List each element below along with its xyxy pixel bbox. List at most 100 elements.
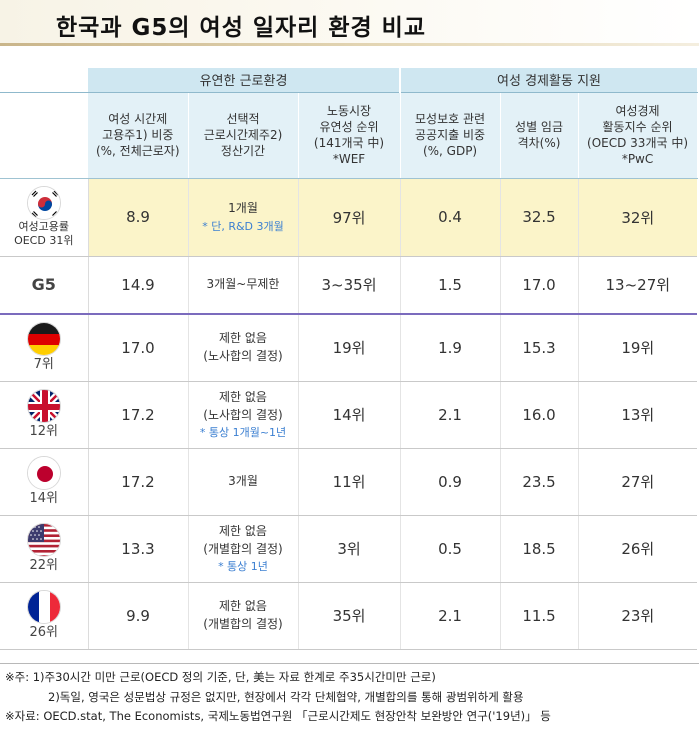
table-row-germany: 7위 17.0 제한 없음 (노사합의 결정) 19위 1.9 15.3 19위	[0, 314, 698, 382]
cell-main-text: 제한 없음	[219, 331, 267, 346]
header-line: 공공지출 비중	[415, 127, 486, 142]
footnote-source: ※자료: OECD.stat, The Economists, 국제노동법연구원…	[5, 709, 551, 724]
row-label-france: 26위	[0, 582, 89, 650]
cell-value: 1개월 * 단, R&D 3개월	[188, 178, 299, 257]
header-line: (%, GDP)	[422, 144, 478, 159]
country-rank: 22위	[29, 557, 58, 573]
row-label-germany: 7위	[0, 314, 89, 382]
cell-value: 23위	[578, 582, 698, 650]
cell-value: 14.9	[88, 256, 189, 315]
cell-value: 26위	[578, 515, 698, 583]
table-row-usa: 22위 13.3 제한 없음 (개별합의 결정) * 통상 1년 3위 0.5 …	[0, 515, 698, 583]
cell-note: * 단, R&D 3개월	[202, 219, 284, 233]
cell-value: 2.1	[400, 582, 501, 650]
cell-value: 3~35위	[298, 256, 401, 315]
cell-value: 13위	[578, 381, 698, 449]
header-line: (OECD 33개국 中)	[587, 136, 689, 150]
header-line: 활동지수 순위	[602, 119, 673, 134]
cell-value: 19위	[578, 314, 698, 382]
germany-flag-icon	[26, 322, 61, 357]
header-line: (141개국 中)	[313, 136, 385, 150]
cell-value: 14위	[298, 381, 401, 449]
cell-value: 16.0	[500, 381, 579, 449]
row-label-korea: 여성고용률 OECD 31위	[0, 178, 89, 257]
cell-value: 13~27위	[578, 256, 698, 315]
cell-value: 1.9	[400, 314, 501, 382]
column-header-flex-hours: 선택적 근로시간제주2) 정산기간	[188, 92, 299, 179]
country-rank: 26위	[29, 624, 58, 640]
corner-blank-2	[0, 92, 88, 179]
footnotes: ※주: 1)주30시간 미만 근로(OECD 정의 기준, 단, 美는 자료 한…	[0, 663, 699, 741]
cell-sub-text: (개별합의 결정)	[203, 616, 283, 631]
france-flag-icon	[26, 589, 61, 624]
row-label-g5: G5	[0, 256, 89, 315]
row-label-uk: 12위	[0, 381, 89, 449]
table-row-france: 26위 9.9 제한 없음 (개별합의 결정) 35위 2.1 11.5 23위	[0, 582, 698, 650]
column-header-part-time: 여성 시간제 고용주1) 비중 (%, 전체근로자)	[88, 92, 189, 179]
header-line: 격차(%)	[517, 136, 561, 150]
cell-value: 35위	[298, 582, 401, 650]
corner-blank	[0, 68, 88, 93]
table-row-uk: 12위 17.2 제한 없음 (노사합의 결정) * 통상 1개월~1년 14위…	[0, 381, 698, 449]
column-header-pay-gap: 성별 임금 격차(%)	[500, 92, 579, 179]
table-row-g5: G5 14.9 3개월~무제한 3~35위 1.5 17.0 13~27위	[0, 256, 698, 315]
korea-label: 여성고용률	[18, 220, 70, 234]
country-rank: 12위	[29, 423, 58, 439]
comparison-table: 유연한 근로환경 여성 경제활동 지원 여성 시간제 고용주1) 비중 (%, …	[0, 68, 698, 650]
cell-sub-text: (개별합의 결정)	[203, 541, 283, 556]
column-header-maternity-spending: 모성보호 관련 공공지출 비중 (%, GDP)	[400, 92, 501, 179]
title-bar: 한국과 G5의 여성 일자리 환경 비교	[0, 0, 699, 46]
cell-sub-text: (노사합의 결정)	[203, 407, 283, 422]
cell-value: 제한 없음 (노사합의 결정) * 통상 1개월~1년	[188, 381, 299, 449]
footnote-2: 2)독일, 영국은 성문법상 규정은 없지만, 현장에서 각각 단체협약, 개별…	[48, 689, 524, 704]
header-line: 성별 임금	[515, 119, 564, 134]
cell-value: 3위	[298, 515, 401, 583]
cell-main-text: 제한 없음	[219, 599, 267, 614]
cell-value: 27위	[578, 448, 698, 516]
group-header-women-support: 여성 경제활동 지원	[400, 68, 698, 93]
header-line: *PwC	[621, 152, 654, 167]
header-line: 유연성 순위	[319, 119, 379, 134]
cell-value: 제한 없음 (노사합의 결정)	[188, 314, 299, 382]
cell-value: 18.5	[500, 515, 579, 583]
cell-main-text: 1개월	[228, 201, 258, 216]
cell-value: 17.0	[88, 314, 189, 382]
cell-value: 0.4	[400, 178, 501, 257]
cell-main-text: 제한 없음	[219, 390, 267, 405]
cell-value: 17.2	[88, 381, 189, 449]
cell-value: 97위	[298, 178, 401, 257]
cell-value: 19위	[298, 314, 401, 382]
cell-value: 8.9	[88, 178, 189, 257]
page-title: 한국과 G5의 여성 일자리 환경 비교	[56, 15, 426, 41]
cell-note: * 통상 1년	[218, 559, 268, 573]
cell-value: 32.5	[500, 178, 579, 257]
cell-value: 1.5	[400, 256, 501, 315]
header-line: *WEF	[332, 152, 366, 167]
cell-value: 23.5	[500, 448, 579, 516]
header-line: 여성 시간제	[108, 111, 168, 126]
header-line: 선택적	[226, 111, 260, 126]
cell-value: 9.9	[88, 582, 189, 650]
cell-note: * 통상 1개월~1년	[199, 425, 287, 439]
table-row-japan: 14위 17.2 3개월 11위 0.9 23.5 27위	[0, 448, 698, 516]
group-header-flexible-work: 유연한 근로환경	[88, 68, 402, 93]
column-header-women-index: 여성경제 활동지수 순위 (OECD 33개국 中) *PwC	[578, 92, 698, 179]
table-row-korea: 여성고용률 OECD 31위 8.9 1개월 * 단, R&D 3개월 97위 …	[0, 178, 698, 257]
country-rank: 14위	[29, 490, 58, 506]
row-label-japan: 14위	[0, 448, 89, 516]
cell-value: 제한 없음 (개별합의 결정) * 통상 1년	[188, 515, 299, 583]
cell-value: 2.1	[400, 381, 501, 449]
korea-sublabel: OECD 31위	[14, 234, 74, 247]
cell-main-text: 제한 없음	[219, 524, 267, 539]
country-rank: 7위	[33, 357, 54, 373]
korea-flag-icon	[26, 186, 61, 221]
cell-value: 11.5	[500, 582, 579, 650]
cell-value: 32위	[578, 178, 698, 257]
cell-value: 15.3	[500, 314, 579, 382]
cell-value: 제한 없음 (개별합의 결정)	[188, 582, 299, 650]
usa-flag-icon	[26, 522, 61, 557]
header-line: 여성경제	[615, 103, 660, 118]
header-line: 근로시간제주2)	[203, 127, 283, 142]
header-line: (%, 전체근로자)	[95, 144, 180, 159]
column-header-labor-flexibility: 노동시장 유연성 순위 (141개국 中) *WEF	[298, 92, 401, 179]
